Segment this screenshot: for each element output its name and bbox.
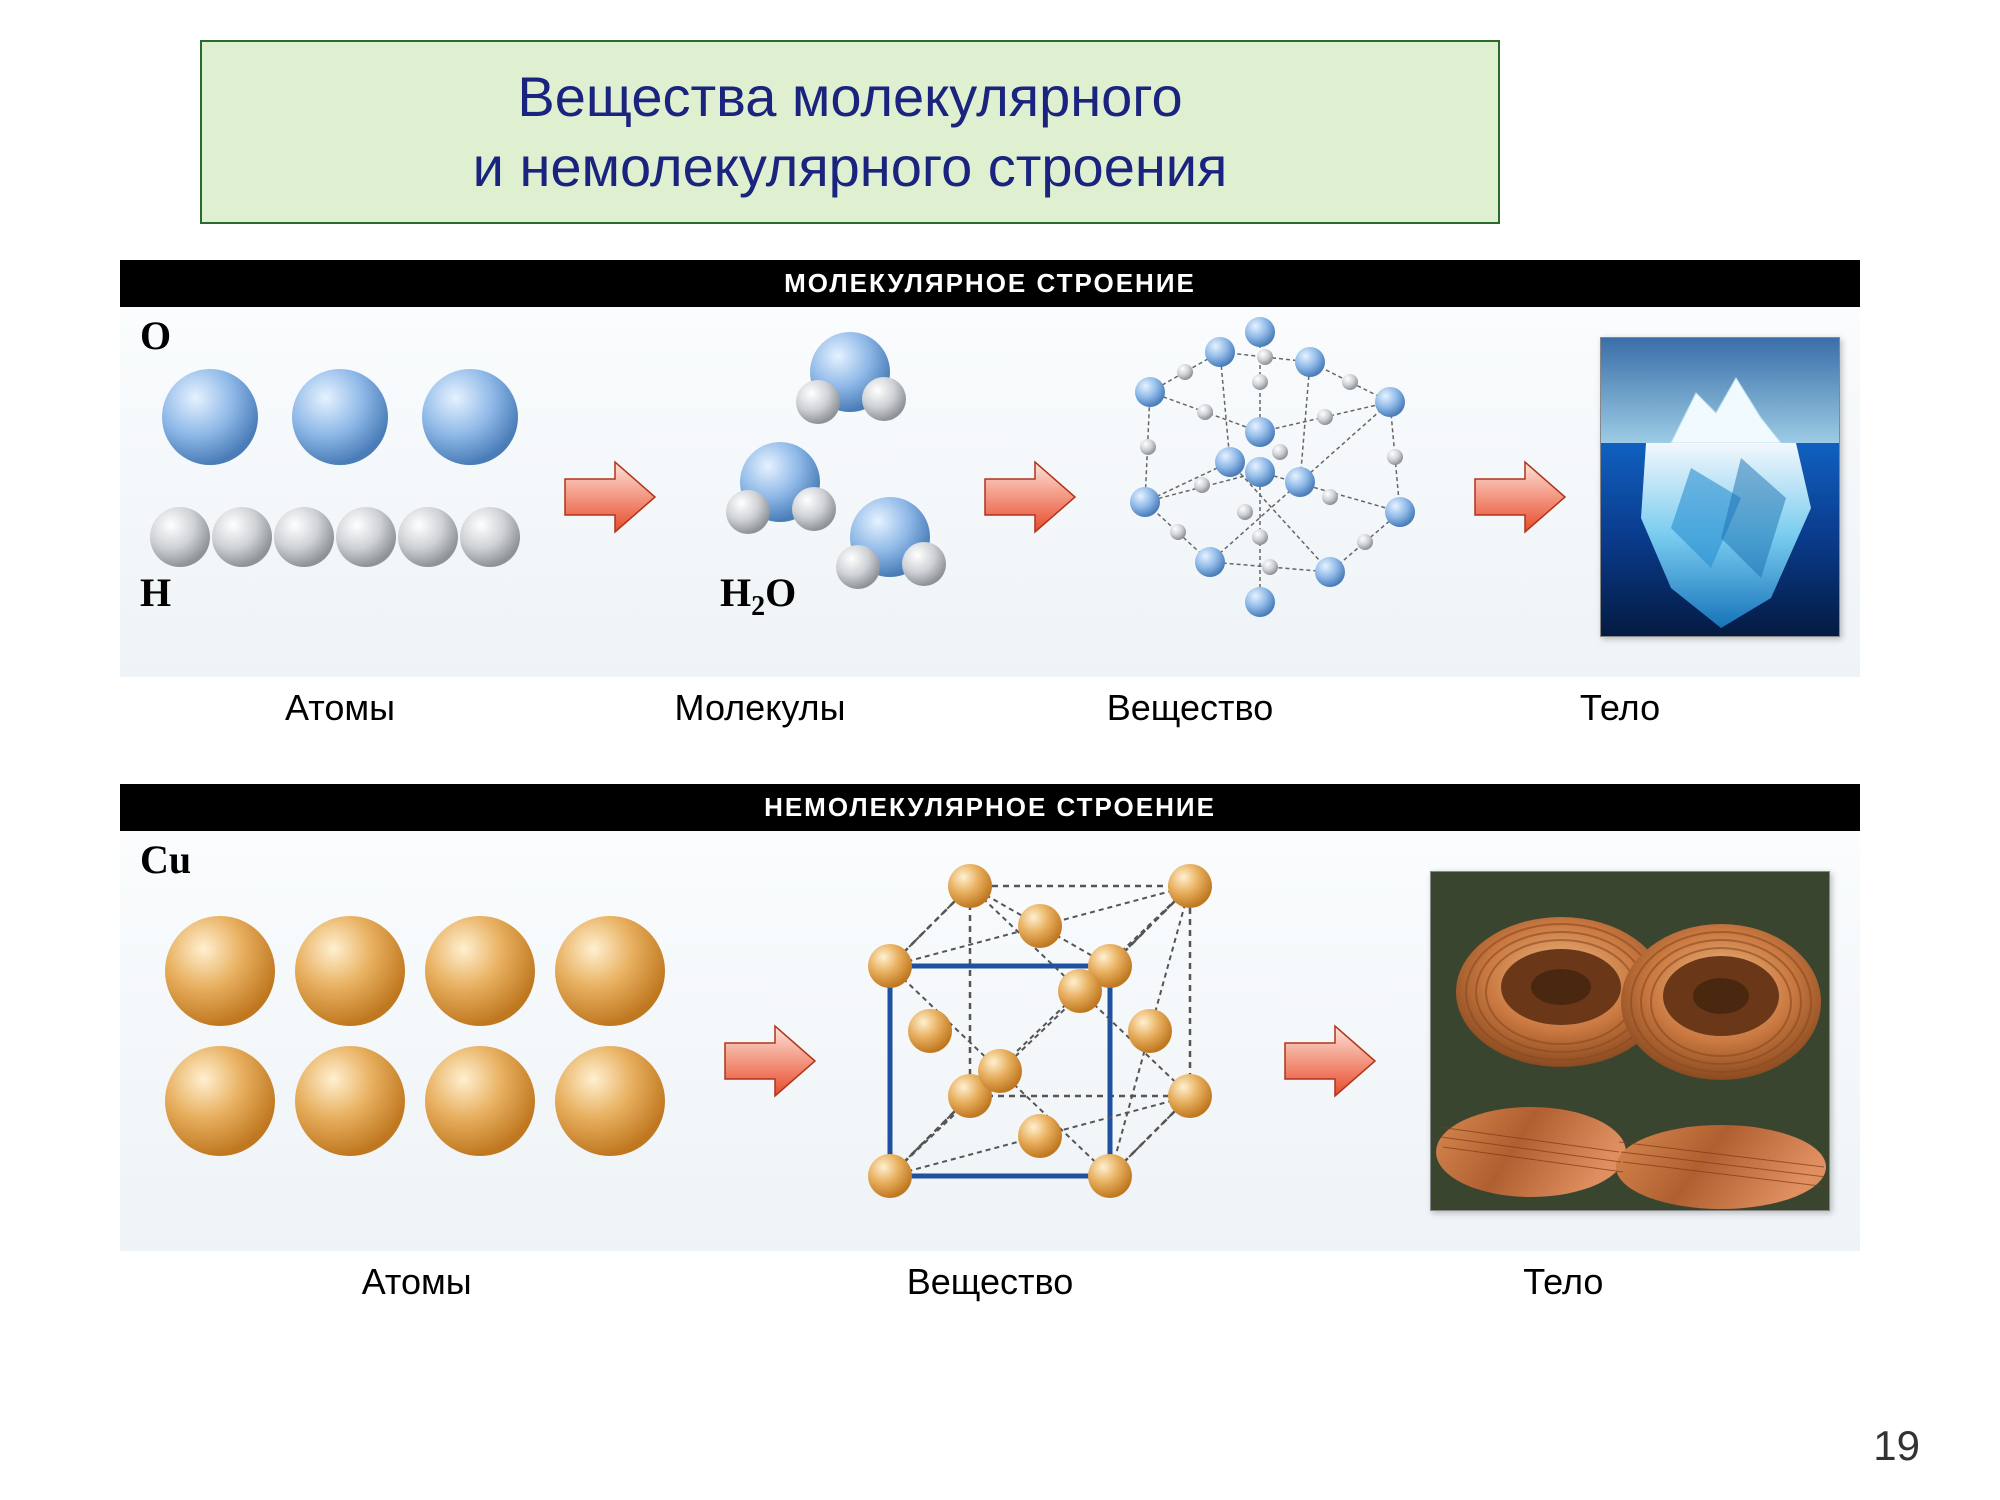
arrow-icon <box>1280 1021 1380 1101</box>
copper-photo <box>1430 871 1830 1211</box>
section1-body: O H <box>120 307 1860 677</box>
atoms-Cu <box>150 891 690 1171</box>
slide-title: Вещества молекулярного и немолекулярного… <box>200 40 1500 224</box>
arrow-icon <box>980 457 1080 537</box>
section2-header: НЕМОЛЕКУЛЯРНОЕ СТРОЕНИЕ <box>120 784 1860 831</box>
label-molecules: Молекулы <box>550 687 970 729</box>
label-atoms-2: Атомы <box>130 1261 703 1303</box>
copper-lattice <box>840 846 1240 1236</box>
title-line-1: Вещества молекулярного <box>232 62 1468 132</box>
section2-body: Cu <box>120 831 1860 1251</box>
arrow-icon <box>560 457 660 537</box>
label-body-2: Тело <box>1277 1261 1850 1303</box>
ice-lattice <box>1090 312 1460 622</box>
label-Cu: Cu <box>140 836 191 883</box>
iceberg-photo <box>1600 337 1840 637</box>
section2-labels: Атомы Вещество Тело <box>120 1251 1860 1328</box>
section1-labels: Атомы Молекулы Вещество Тело <box>120 677 1860 754</box>
section1-header: МОЛЕКУЛЯРНОЕ СТРОЕНИЕ <box>120 260 1860 307</box>
label-substance: Вещество <box>970 687 1410 729</box>
label-atoms: Атомы <box>130 687 550 729</box>
page-number: 19 <box>1873 1422 1920 1470</box>
diagram-container: МОЛЕКУЛЯРНОЕ СТРОЕНИЕ O H <box>120 260 1860 1328</box>
arrow-icon <box>720 1021 820 1101</box>
title-line-2: и немолекулярного строения <box>232 132 1468 202</box>
label-substance-2: Вещество <box>703 1261 1276 1303</box>
label-body: Тело <box>1410 687 1830 729</box>
molecules-H2O <box>680 317 960 597</box>
arrow-icon <box>1470 457 1570 537</box>
atoms-OH <box>140 347 540 587</box>
